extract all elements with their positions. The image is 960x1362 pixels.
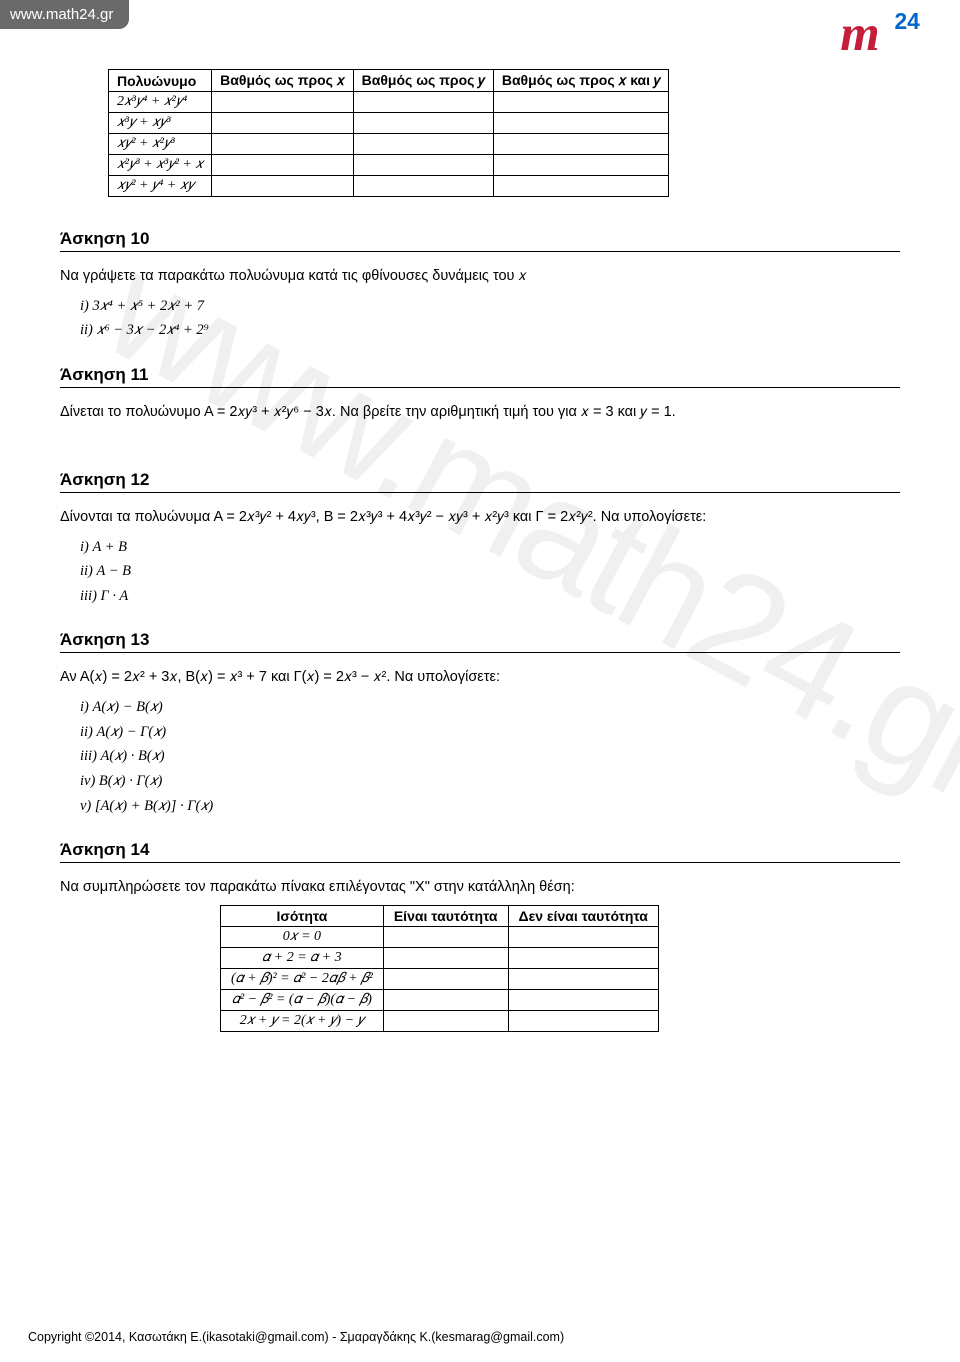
table-header: Βαθμός ως προς 𝑦 (353, 70, 493, 92)
exercise-prompt: Δίνονται τα πολυώνυμα Α = 2𝑥³𝑦² + 4𝑥𝑦³, … (60, 507, 900, 529)
exercise-items: i) Α + Β ii) Α − Β iii) Γ · Α (80, 535, 900, 609)
page-content: Πολυώνυμο Βαθμός ως προς 𝑥 Βαθμός ως προ… (0, 29, 960, 1032)
list-item: iii) Γ · Α (80, 584, 900, 609)
exercise-title: Άσκηση 10 (60, 229, 900, 249)
list-item: iv) Β(𝑥) · Γ(𝑥) (80, 769, 900, 794)
identity-table: Ισότητα Είναι ταυτότητα Δεν είναι ταυτότ… (220, 905, 659, 1032)
table-row: 𝑥𝑦² + 𝑥²𝑦³ (109, 134, 669, 155)
section-divider (60, 492, 900, 493)
polynomial-degree-table: Πολυώνυμο Βαθμός ως προς 𝑥 Βαθμός ως προ… (108, 69, 669, 197)
exercise-prompt: Να γράψετε τα παρακάτω πολυώνυμα κατά τι… (60, 266, 900, 288)
section-divider (60, 251, 900, 252)
table-header: Πολυώνυμο (109, 70, 212, 92)
table-header: Βαθμός ως προς 𝑥 (212, 70, 353, 92)
exercise-prompt: Αν Α(𝑥) = 2𝑥² + 3𝑥, Β(𝑥) = 𝑥³ + 7 και Γ(… (60, 667, 900, 689)
table-row: 𝑥𝑦² + 𝑦⁴ + 𝑥𝑦 (109, 176, 669, 197)
exercise-title: Άσκηση 13 (60, 630, 900, 650)
exercise-prompt: Δίνεται το πολυώνυμο Α = 2𝑥𝑦³ + 𝑥²𝑦⁶ − 3… (60, 402, 900, 424)
table-row: 0𝑥 = 0 (221, 927, 659, 948)
exercise-items: i) 3𝑥⁴ + 𝑥⁵ + 2𝑥² + 7 ii) 𝑥⁶ − 3𝑥 − 2𝑥⁴ … (80, 294, 900, 343)
list-item: iii) Α(𝑥) · Β(𝑥) (80, 744, 900, 769)
list-item: ii) 𝑥⁶ − 3𝑥 − 2𝑥⁴ + 2⁹ (80, 318, 900, 343)
list-item: i) Α + Β (80, 535, 900, 560)
list-item: v) [Α(𝑥) + Β(𝑥)] · Γ(𝑥) (80, 794, 900, 819)
exercise-items: i) Α(𝑥) − Β(𝑥) ii) Α(𝑥) − Γ(𝑥) iii) Α(𝑥)… (80, 695, 900, 818)
section-divider (60, 862, 900, 863)
list-item: i) Α(𝑥) − Β(𝑥) (80, 695, 900, 720)
exercise-prompt: Να συμπληρώσετε τον παρακάτω πίνακα επιλ… (60, 877, 900, 899)
table-row: 2𝑥³𝑦⁴ + 𝑥²𝑦⁴ (109, 92, 669, 113)
table-header: Ισότητα (221, 906, 384, 927)
section-divider (60, 387, 900, 388)
table-row: 𝑥²𝑦³ + 𝑥³𝑦² + 𝑥 (109, 155, 669, 176)
site-logo: m 24 (840, 6, 928, 62)
list-item: i) 3𝑥⁴ + 𝑥⁵ + 2𝑥² + 7 (80, 294, 900, 319)
copyright-footer: Copyright ©2014, Κασωτάκη Ε.(ikasotaki@g… (28, 1330, 564, 1344)
table-row: (𝛼 + 𝛽)² = 𝛼² − 2𝛼𝛽 + 𝛽² (221, 969, 659, 990)
list-item: ii) Α(𝑥) − Γ(𝑥) (80, 720, 900, 745)
svg-text:24: 24 (895, 8, 921, 34)
table-header: Βαθμός ως προς 𝑥 και 𝑦 (493, 70, 669, 92)
table-row: 𝑥³𝑦 + 𝑥𝑦³ (109, 113, 669, 134)
exercise-title: Άσκηση 11 (60, 365, 900, 385)
table-row: 𝛼 + 2 = 𝛼 + 3 (221, 948, 659, 969)
table-header: Είναι ταυτότητα (383, 906, 508, 927)
site-header: www.math24.gr (0, 0, 129, 29)
exercise-title: Άσκηση 12 (60, 470, 900, 490)
table-row: 2𝑥 + 𝑦 = 2(𝑥 + 𝑦) − 𝑦 (221, 1011, 659, 1032)
table-row: 𝛼² − 𝛽² = (𝛼 − 𝛽)(𝛼 − 𝛽) (221, 990, 659, 1011)
svg-text:m: m (840, 6, 879, 61)
section-divider (60, 652, 900, 653)
list-item: ii) Α − Β (80, 559, 900, 584)
exercise-title: Άσκηση 14 (60, 840, 900, 860)
table-header: Δεν είναι ταυτότητα (508, 906, 658, 927)
